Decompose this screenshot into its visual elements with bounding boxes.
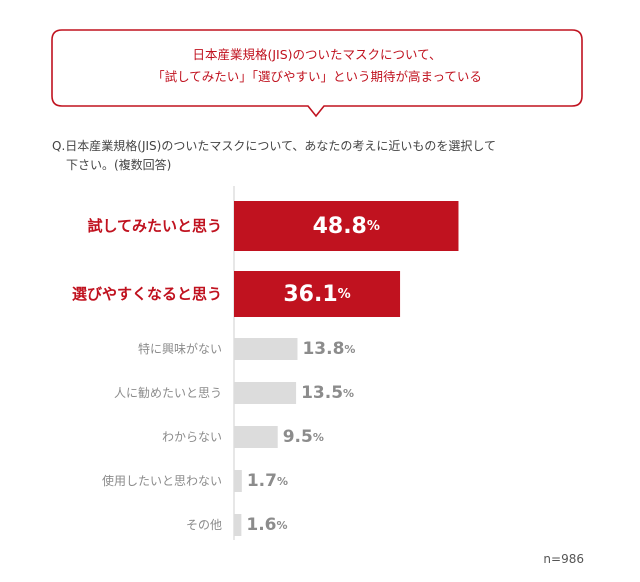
bar: [234, 470, 242, 492]
bar: [234, 514, 242, 536]
bar: [234, 426, 278, 448]
data-label: 48.8%: [313, 214, 380, 239]
category-label: 人に勧めたいと思う: [114, 386, 222, 400]
category-label: その他: [186, 518, 222, 532]
data-label: 9.5%: [283, 427, 324, 447]
callout-bubble: [51, 29, 583, 118]
bar: [234, 271, 401, 317]
bar: [234, 382, 297, 404]
question-line-2: 下さい。(複数回答): [66, 158, 172, 172]
data-label: 36.1%: [283, 282, 350, 307]
category-label: 試してみたいと思う: [87, 217, 222, 235]
category-label: 選びやすくなると思う: [72, 285, 222, 303]
question-line-1: Q.日本産業規格(JIS)のついたマスクについて、あなたの考えに近いものを選択し…: [52, 139, 497, 153]
bar: [234, 338, 298, 360]
category-label: わからない: [162, 430, 222, 444]
data-label: 13.5%: [301, 383, 354, 403]
data-label: 1.7%: [247, 471, 288, 491]
category-label: 使用したいと思わない: [102, 473, 222, 488]
data-label: 13.8%: [302, 339, 355, 359]
question-text: Q.日本産業規格(JIS)のついたマスクについて、あなたの考えに近いものを選択し…: [52, 137, 592, 175]
callout-line-1: 日本産業規格(JIS)のついたマスクについて、: [192, 47, 442, 62]
callout-line-2: 「試してみたい」「選びやすい」という期待が高まっている: [152, 69, 482, 84]
bar: [234, 201, 459, 251]
callout-text: 日本産業規格(JIS)のついたマスクについて、 「試してみたい」「選びやすい」と…: [52, 44, 582, 88]
sample-size-note: n=986: [543, 552, 584, 566]
data-label: 1.6%: [246, 515, 287, 535]
category-label: 特に興味がない: [138, 341, 222, 356]
